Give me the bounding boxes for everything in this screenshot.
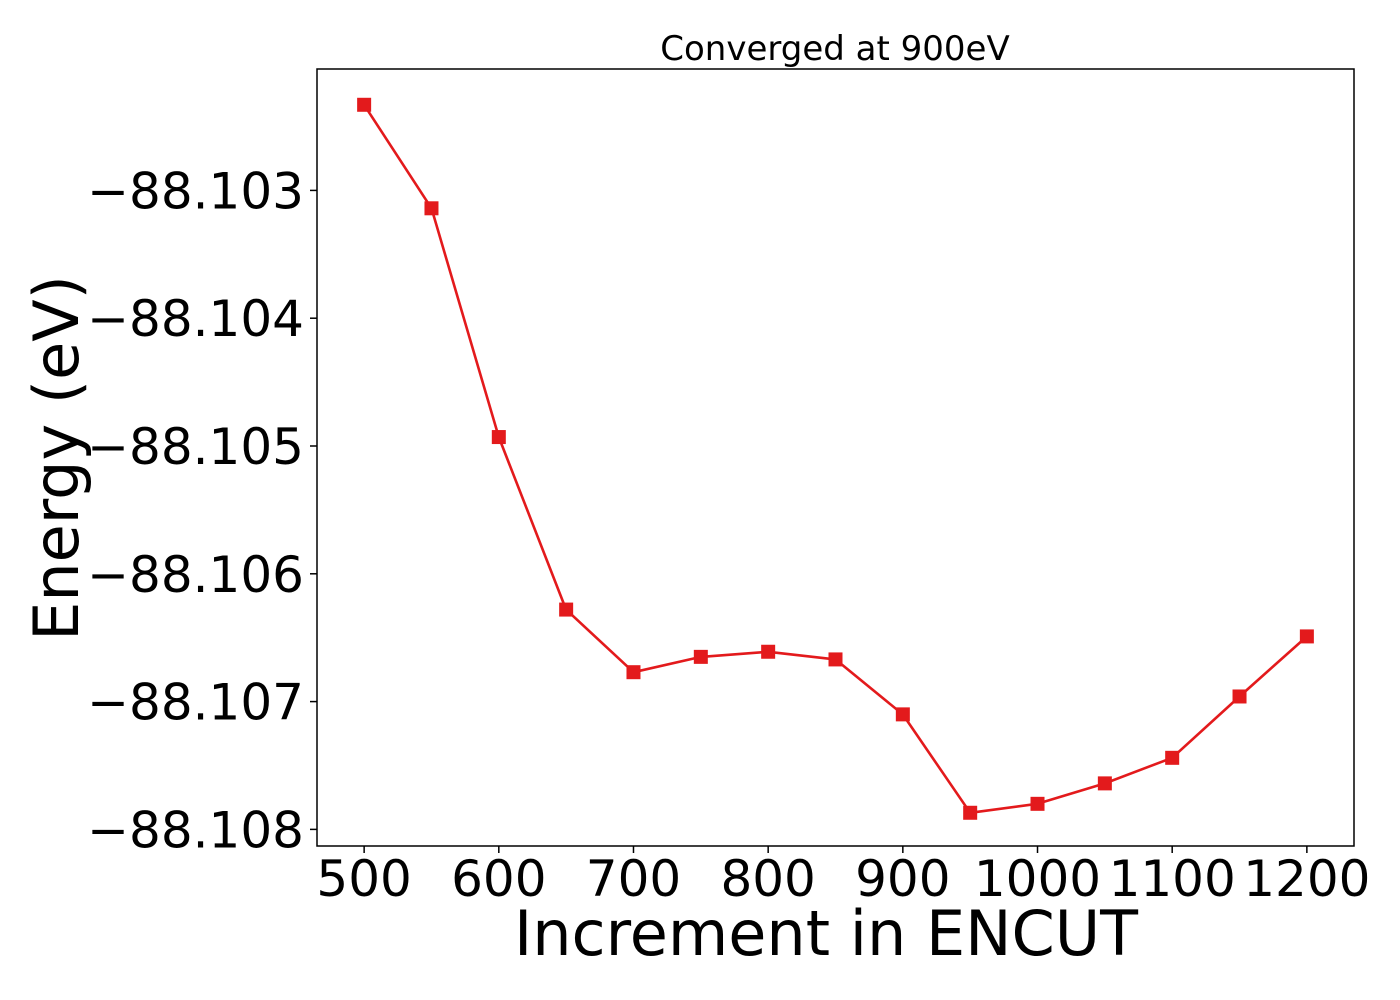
data-point — [559, 602, 574, 617]
data-point — [1097, 776, 1112, 791]
y-axis: −88.103 −88.104 −88.105 −88.106 −88.107 −88.1… — [87, 162, 317, 859]
data-point — [693, 649, 708, 664]
data-point — [491, 430, 506, 445]
data-point — [895, 707, 910, 722]
data-point — [1030, 796, 1045, 811]
x-tick-label: 900 — [855, 850, 950, 908]
x-tick-label: 800 — [720, 850, 815, 908]
plot-area — [357, 97, 1314, 820]
data-point — [357, 97, 372, 112]
x-tick-label: 1200 — [1243, 850, 1370, 908]
data-point — [1232, 689, 1247, 704]
x-tick-label: 600 — [451, 850, 546, 908]
x-axis-label: Increment in ENCUT — [514, 897, 1139, 970]
y-tick-label: −88.106 — [87, 546, 304, 604]
x-tick-label: 700 — [586, 850, 681, 908]
data-point — [1299, 629, 1314, 644]
y-tick-label: −88.105 — [87, 418, 304, 476]
series-line — [363, 104, 1308, 815]
data-point — [963, 805, 978, 820]
x-axis: 500 600 700 800 900 1000 1100 1200 — [316, 846, 1370, 908]
x-tick-label: 1100 — [1109, 850, 1236, 908]
data-point — [424, 201, 439, 216]
x-tick-label: 500 — [316, 850, 411, 908]
data-point — [828, 652, 843, 667]
y-tick-label: −88.103 — [87, 162, 304, 220]
plot-frame — [316, 68, 1355, 847]
x-tick-label: 1000 — [974, 850, 1101, 908]
chart-title: Converged at 900eV — [660, 29, 1009, 69]
y-tick-label: −88.104 — [87, 290, 304, 348]
y-tick-label: −88.108 — [87, 801, 304, 859]
data-point — [1165, 750, 1180, 765]
data-point — [761, 644, 776, 659]
y-tick-label: −88.107 — [87, 674, 304, 732]
y-axis-label: Energy (eV) — [20, 275, 93, 641]
data-point — [626, 665, 641, 680]
